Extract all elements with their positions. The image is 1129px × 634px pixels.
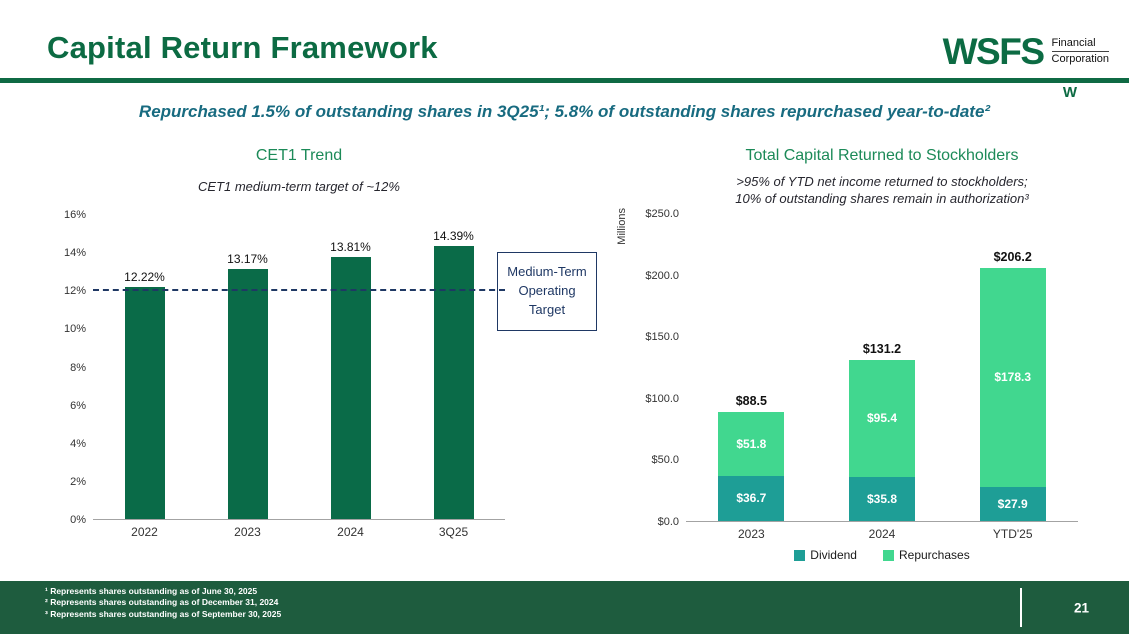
bar-value-label: 13.81% xyxy=(330,239,371,254)
legend-swatch xyxy=(794,549,806,561)
footnote: ² Represents shares outstanding as of De… xyxy=(45,597,279,608)
dividend-segment: $27.9 xyxy=(979,486,1046,521)
dividend-segment: $35.8 xyxy=(849,477,915,521)
y-tick-label: 12% xyxy=(63,285,86,298)
y-tick-label: $200.0 xyxy=(645,269,679,282)
slide-footer: ¹ Represents shares outstanding as of Ju… xyxy=(0,581,1129,634)
capital-plot-row: Millions $250.0 $200.0 $150.0 $100.0 $50.0 $0… xyxy=(616,208,1078,528)
y-tick-label: 6% xyxy=(70,399,86,412)
x-tick-label: 2023 xyxy=(737,527,765,541)
y-axis-title: Millions xyxy=(616,208,628,245)
repurchases-segment: $95.4 xyxy=(849,359,915,478)
cet1-bar-group: 13.17% xyxy=(196,215,299,519)
cet1-chart-title: CET1 Trend xyxy=(255,147,343,164)
legend-item-dividend: Dividend xyxy=(794,548,857,562)
capital-y-axis: $250.0 $200.0 $150.0 $100.0 $50.0 $0.0 xyxy=(628,208,686,528)
capital-chart-title: Total Capital Returned to Stockholders xyxy=(745,147,1019,164)
cet1-bar-group: 12.22% xyxy=(93,215,196,519)
stack-total-label: $131.2 xyxy=(862,341,902,356)
medium-term-target-box: Medium-Term Operating Target xyxy=(497,252,597,331)
y-tick-label: 8% xyxy=(70,361,86,374)
cet1-plot-row: 16% 14% 12% 10% 8% 6% 4% 2% 0% 12.22% 13.17% 13.81… xyxy=(45,209,505,526)
logo-line-corporation: Corporation xyxy=(1051,53,1109,65)
y-tick-label: $50.0 xyxy=(651,454,679,467)
capital-bar-group: $206.2 $178.3 $27.9 xyxy=(947,214,1078,521)
capital-chart-subtitle-line1: >95% of YTD net income returned to stock… xyxy=(736,174,1028,189)
bar-value-label: 14.39% xyxy=(433,228,474,243)
x-tick-label: 3Q25 xyxy=(438,525,469,539)
cet1-bar-2024 xyxy=(330,256,371,519)
cet1-bar-2023 xyxy=(227,268,268,519)
x-tick-label: 2024 xyxy=(337,525,364,539)
y-tick-label: $250.0 xyxy=(645,208,679,220)
logo-line-financial: Financial xyxy=(1051,36,1109,52)
y-tick-label: 10% xyxy=(63,323,86,336)
capital-chart-subtitle-line2: 10% of outstanding shares remain in auth… xyxy=(735,191,1029,206)
cet1-chart-subtitle: CET1 medium-term target of ~12% xyxy=(198,179,400,194)
capital-plot-area: $88.5 $51.8 $36.7 $131.2 $95.4 $35.8 $206.2 $17… xyxy=(686,214,1078,522)
page-title: Capital Return Framework xyxy=(47,30,438,65)
bar-value-label: 13.17% xyxy=(227,251,268,266)
wsfs-wordmark: WSFS xyxy=(942,31,1045,72)
capital-bar-group: $131.2 $95.4 $35.8 xyxy=(817,214,948,521)
footnote: ³ Represents shares outstanding as of Se… xyxy=(45,608,282,619)
capital-bar-group: $88.5 $51.8 $36.7 xyxy=(686,214,817,521)
cet1-trend-chart: CET1 Trend CET1 medium-term target of ~1… xyxy=(45,147,505,539)
stack-total-label: $206.2 xyxy=(993,249,1032,264)
x-tick-label: YTD'25 xyxy=(992,527,1033,541)
x-tick-label: 2024 xyxy=(868,527,896,541)
chart-legend: Dividend Repurchases xyxy=(686,548,1078,562)
repurchases-segment: $178.3 xyxy=(979,267,1046,487)
cet1-y-axis: 16% 14% 12% 10% 8% 6% 4% 2% 0% xyxy=(45,209,93,526)
wsfs-logo: WSFS Financial Corporation xyxy=(943,33,1109,70)
y-tick-label: 4% xyxy=(70,437,86,450)
y-tick-label: 2% xyxy=(70,475,86,488)
cet1-x-axis: 2022 2023 2024 3Q25 xyxy=(93,525,505,539)
y-tick-label: 16% xyxy=(63,209,86,221)
cet1-plot-area: 12.22% 13.17% 13.81% 14.39% xyxy=(93,215,505,520)
cet1-bar-group: 13.81% xyxy=(299,215,402,519)
y-tick-label: $100.0 xyxy=(645,392,679,405)
y-tick-label: $0.0 xyxy=(657,516,679,528)
wsfs-logo-subtext: Financial Corporation xyxy=(1051,36,1109,67)
legend-item-repurchases: Repurchases xyxy=(882,548,970,562)
y-tick-label: 14% xyxy=(63,247,86,260)
capital-chart-head: Total Capital Returned to Stockholders >… xyxy=(686,147,1078,207)
footer-divider xyxy=(1020,588,1022,627)
footnotes: ¹ Represents shares outstanding as of Ju… xyxy=(45,586,281,620)
cet1-bar-3q25 xyxy=(433,245,474,519)
cet1-chart-head: CET1 Trend CET1 medium-term target of ~1… xyxy=(93,147,505,195)
legend-label: Repurchases xyxy=(898,548,970,562)
capital-returned-chart: Total Capital Returned to Stockholders >… xyxy=(616,147,1078,562)
x-tick-label: 2022 xyxy=(131,525,158,539)
cet1-bar-2022 xyxy=(124,286,165,519)
cet1-bar-group: 14.39% xyxy=(402,215,505,519)
footnote: ¹ Represents shares outstanding as of Ju… xyxy=(45,586,258,596)
capital-x-axis: 2023 2024 YTD'25 xyxy=(686,527,1078,541)
page-number: 21 xyxy=(1073,600,1089,615)
y-tick-label: 0% xyxy=(70,514,86,526)
bar-value-label: 12.22% xyxy=(124,269,165,284)
target-reference-line xyxy=(93,289,505,291)
x-tick-label: 2023 xyxy=(234,525,261,539)
legend-swatch xyxy=(882,549,894,561)
legend-label: Dividend xyxy=(810,548,857,562)
wsfs-w-mark: W xyxy=(1062,84,1077,101)
dividend-segment: $36.7 xyxy=(718,475,785,521)
repurchases-segment: $51.8 xyxy=(718,412,785,476)
slide-subtitle: Repurchased 1.5% of outstanding shares i… xyxy=(138,102,991,121)
title-divider-rule xyxy=(0,78,1129,83)
y-tick-label: $150.0 xyxy=(645,331,679,344)
stack-total-label: $88.5 xyxy=(735,394,767,409)
